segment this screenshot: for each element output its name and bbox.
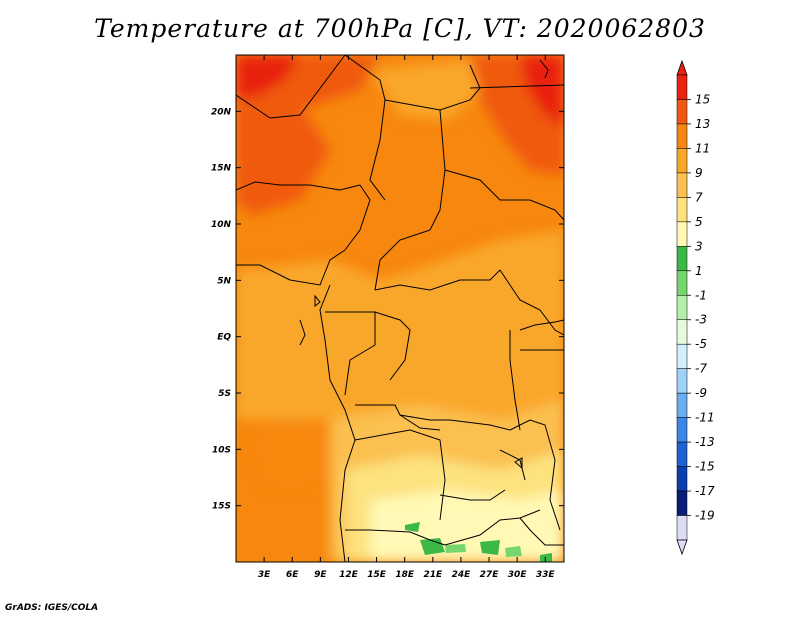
- colorbar-label: -3: [695, 313, 707, 327]
- map-title: Temperature at 700hPa [C], VT: 202006280…: [94, 14, 706, 43]
- colorbar-swatch: [676, 221, 688, 247]
- colorbar-label: 11: [695, 141, 710, 155]
- lon-tick-label: 15E: [367, 570, 387, 580]
- colorbar-label: 9: [695, 166, 703, 180]
- lon-tick-label: 9E: [314, 570, 327, 580]
- colorbar-swatch: [676, 417, 688, 443]
- colorbar-swatch: [676, 197, 688, 223]
- colorbar-label: 15: [695, 92, 710, 106]
- lon-tick-label: 24E: [452, 570, 472, 580]
- colorbar-swatch: [676, 99, 688, 125]
- lon-tick-label: 33E: [536, 570, 556, 580]
- colorbar-swatch: [676, 148, 688, 174]
- lat-tick-label: 10N: [211, 220, 232, 230]
- colorbar-swatch: [676, 368, 688, 394]
- colorbar-label: -17: [695, 484, 715, 498]
- colorbar-label: 3: [695, 239, 703, 253]
- colorbar-swatch: [676, 343, 688, 369]
- colorbar-swatch: [676, 515, 688, 541]
- colorbar-label: 5: [695, 215, 703, 229]
- lon-tick-label: 18E: [395, 570, 415, 580]
- country-borders: [236, 55, 564, 562]
- lon-tick-label: 30E: [508, 570, 528, 580]
- colorbar-bottom-arrow: [676, 539, 688, 556]
- colorbar-label: -7: [695, 362, 707, 376]
- lon-tick-label: 27E: [480, 570, 500, 580]
- grads-credit: GrADS: IGES/COLA: [5, 603, 99, 613]
- colorbar-swatch: [676, 270, 688, 296]
- latitude-axis: 20N 15N 10N 5N EQ 5S 10S 15S: [211, 107, 564, 512]
- colorbar-top-arrow: [676, 59, 688, 76]
- lat-tick-label: 5N: [217, 276, 231, 286]
- lon-tick-label: 21E: [423, 570, 443, 580]
- colorbar-swatch: [676, 123, 688, 149]
- colorbar-label: -19: [695, 509, 715, 523]
- lon-tick-label: 3E: [258, 570, 271, 580]
- colorbar-label: -13: [695, 435, 715, 449]
- longitude-axis: 3E 6E 9E 12E 15E 18E 21E 24E 27E 30E 33E: [258, 55, 556, 580]
- lat-tick-label: 15S: [212, 502, 231, 512]
- colorbar-label: 1: [695, 264, 703, 278]
- colorbar-swatch: [676, 74, 688, 100]
- lon-tick-label: 12E: [339, 570, 359, 580]
- colorbar-label: -5: [695, 337, 707, 351]
- colorbar-label: -11: [695, 411, 715, 425]
- lat-tick-label: 20N: [211, 107, 232, 117]
- lat-tick-label: 15N: [211, 164, 232, 174]
- colorbar-label: 13: [695, 117, 710, 131]
- colorbar-swatch: [676, 466, 688, 492]
- colorbar-swatch: [676, 246, 688, 272]
- colorbar-swatch: [676, 490, 688, 516]
- colorbar-label: -9: [695, 386, 707, 400]
- lat-tick-label: 10S: [212, 445, 231, 455]
- lat-tick-label: 5S: [218, 389, 231, 399]
- lon-tick-label: 6E: [286, 570, 299, 580]
- colorbar-swatch: [676, 441, 688, 467]
- colorbar-swatch: [676, 319, 688, 345]
- map-frame: [235, 54, 565, 563]
- lat-tick-label: EQ: [217, 333, 231, 343]
- colorbar: 15 13 11 9 7 5 3 1 -1 -3 -5 -7 -9 -11 -13 -15 -17 -19: [676, 59, 715, 556]
- colorbar-swatch: [676, 392, 688, 418]
- colorbar-swatch: [676, 172, 688, 198]
- colorbar-swatch: [676, 295, 688, 320]
- colorbar-label: -1: [695, 288, 707, 302]
- colorbar-label: -15: [695, 460, 715, 474]
- temperature-field: [236, 55, 564, 562]
- colorbar-label: 7: [695, 190, 703, 204]
